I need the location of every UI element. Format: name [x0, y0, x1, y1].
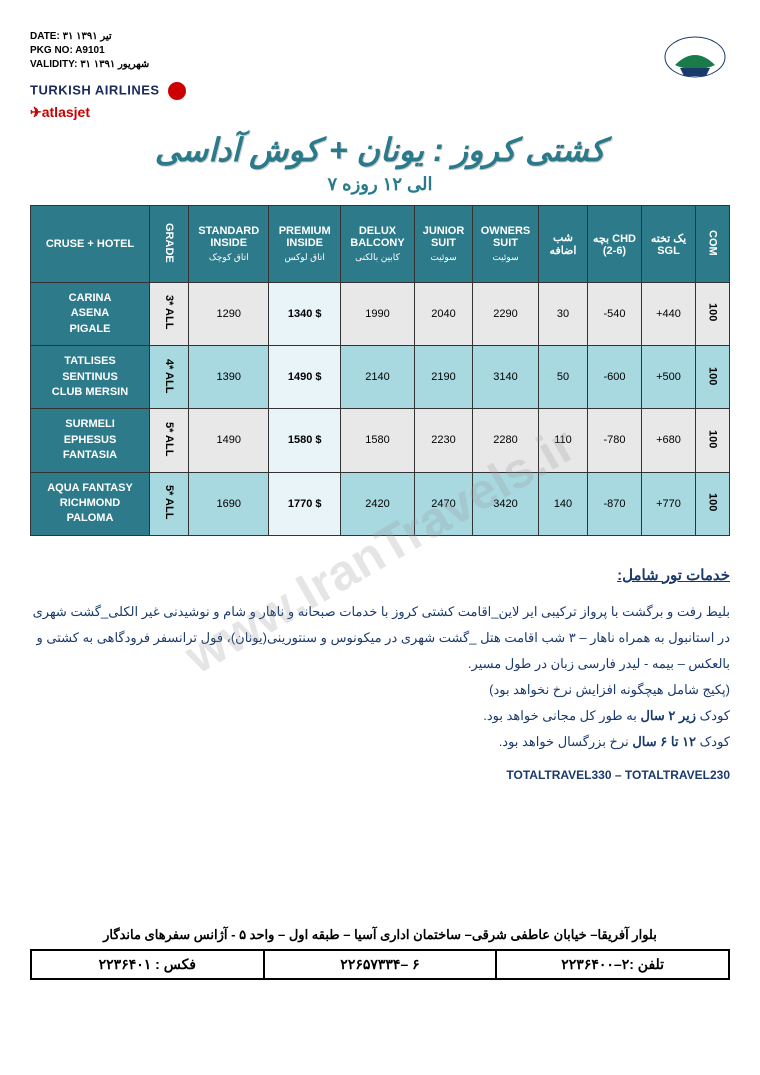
- hotel-cell: TATLISESSENTINUSCLUB MERSIN: [31, 346, 150, 409]
- th-extra: شب اضافه: [539, 206, 588, 283]
- atlasjet-icon: ✈: [30, 104, 42, 120]
- airlines-block: TURKISH AIRLINES ✈atlasjet: [30, 82, 186, 121]
- th-owners: OWNERS SUITسوئیت: [473, 206, 539, 283]
- date-value: ۳۱ تیر ۱۳۹۱: [63, 31, 112, 42]
- standard-cell: 1690: [189, 472, 269, 535]
- validity-label: VALIDITY:: [30, 59, 77, 70]
- sgl-cell: +680: [642, 409, 696, 472]
- subtitle: ۷ الی ۱۲ روزه: [30, 174, 730, 195]
- footer-fax: فکس : ۲۲۳۶۴۰۱: [32, 951, 263, 978]
- th-premium: PREMIUM INSIDEاتاق لوکس: [269, 206, 340, 283]
- services-line1: بلیط رفت و برگشت با پرواز ترکیبی ایر لای…: [30, 599, 730, 677]
- owners-cell: 3140: [473, 346, 539, 409]
- grade-cell: 5* ALL: [150, 409, 189, 472]
- delux-cell: 1580: [340, 409, 414, 472]
- hotel-cell: SURMELIEPHESUSFANTASIA: [31, 409, 150, 472]
- footer-tel: تلفن :۲–۲۲۳۶۴۰۰: [495, 951, 728, 978]
- grade-cell: 4* ALL: [150, 346, 189, 409]
- turkish-airlines-logo: TURKISH AIRLINES: [30, 82, 186, 100]
- extra-cell: 30: [539, 283, 588, 346]
- main-title: کشتی کروز : یونان + کوش آداسی: [30, 131, 730, 169]
- th-delux: DELUX BALCONYکابین بالکنی: [340, 206, 414, 283]
- hotel-cell: AQUA FANTASYRICHMONDPALOMA: [31, 472, 150, 535]
- table-row: SURMELIEPHESUSFANTASIA5* ALL14901580 $15…: [31, 409, 730, 472]
- grade-cell: 5* ALL: [150, 472, 189, 535]
- owners-cell: 2280: [473, 409, 539, 472]
- extra-cell: 110: [539, 409, 588, 472]
- extra-cell: 50: [539, 346, 588, 409]
- hotel-cell: CARINAASENAPIGALE: [31, 283, 150, 346]
- delux-cell: 1990: [340, 283, 414, 346]
- date-label: DATE:: [30, 31, 60, 42]
- chd-cell: -600: [588, 346, 642, 409]
- premium-cell: 1340 $: [269, 283, 340, 346]
- extra-cell: 140: [539, 472, 588, 535]
- atlasjet-logo: ✈atlasjet: [30, 104, 186, 121]
- th-junior: JUNIOR SUITسوئیت: [415, 206, 473, 283]
- owners-cell: 2290: [473, 283, 539, 346]
- chd-cell: -540: [588, 283, 642, 346]
- junior-cell: 2470: [415, 472, 473, 535]
- com-cell: 100: [696, 409, 730, 472]
- table-row: TATLISESSENTINUSCLUB MERSIN4* ALL1390149…: [31, 346, 730, 409]
- junior-cell: 2190: [415, 346, 473, 409]
- com-cell: 100: [696, 472, 730, 535]
- premium-cell: 1580 $: [269, 409, 340, 472]
- header-meta: DATE: ۳۱ تیر ۱۳۹۱ PKG NO: A9101 VALIDITY…: [30, 30, 186, 72]
- header-top: DATE: ۳۱ تیر ۱۳۹۱ PKG NO: A9101 VALIDITY…: [30, 30, 730, 121]
- chd-cell: -780: [588, 409, 642, 472]
- th-sgl: یک تخته SGL: [642, 206, 696, 283]
- junior-cell: 2040: [415, 283, 473, 346]
- turkish-icon: [168, 82, 186, 100]
- agency-logo-block: [660, 30, 730, 90]
- delux-cell: 2420: [340, 472, 414, 535]
- standard-cell: 1390: [189, 346, 269, 409]
- services-line2: (پکیج شامل هیچگونه افزایش نرخ نخواهد بود…: [30, 677, 730, 703]
- sgl-cell: +770: [642, 472, 696, 535]
- th-com: COM: [696, 206, 730, 283]
- table-header-row: CRUSE + HOTEL GRADE STANDARD INSIDEاتاق …: [31, 206, 730, 283]
- th-chd: بچه CHD (2-6): [588, 206, 642, 283]
- services-block: خدمات تور شامل: بلیط رفت و برگشت با پروا…: [30, 561, 730, 787]
- grade-cell: 3* ALL: [150, 283, 189, 346]
- price-table: CRUSE + HOTEL GRADE STANDARD INSIDEاتاق …: [30, 205, 730, 536]
- services-line4: کودک ۱۲ تا ۶ سال نرخ بزرگسال خواهد بود.: [30, 729, 730, 755]
- footer-address: بلوار آفریقا– خیابان عاطفی شرقی– ساختمان…: [30, 927, 730, 943]
- validity-value: ۳۱ شهریور ۱۳۹۱: [80, 59, 149, 70]
- premium-cell: 1770 $: [269, 472, 340, 535]
- table-row: CARINAASENAPIGALE3* ALL12901340 $1990204…: [31, 283, 730, 346]
- th-hotel: CRUSE + HOTEL: [31, 206, 150, 283]
- chd-cell: -870: [588, 472, 642, 535]
- sgl-cell: +440: [642, 283, 696, 346]
- pkg-label: PKG NO:: [30, 45, 73, 56]
- totals-line: TOTALTRAVEL330 – TOTALTRAVEL230: [30, 763, 730, 787]
- services-line3: کودک زیر ۲ سال به طور کل مجانی خواهد بود…: [30, 703, 730, 729]
- premium-cell: 1490 $: [269, 346, 340, 409]
- th-standard: STANDARD INSIDEاتاق کوچک: [189, 206, 269, 283]
- th-grade: GRADE: [150, 206, 189, 283]
- table-row: AQUA FANTASYRICHMONDPALOMA5* ALL16901770…: [31, 472, 730, 535]
- sgl-cell: +500: [642, 346, 696, 409]
- pkg-value: A9101: [75, 45, 104, 56]
- standard-cell: 1490: [189, 409, 269, 472]
- delux-cell: 2140: [340, 346, 414, 409]
- junior-cell: 2230: [415, 409, 473, 472]
- com-cell: 100: [696, 283, 730, 346]
- services-title: خدمات تور شامل:: [30, 561, 730, 591]
- agency-logo-icon: [660, 30, 730, 85]
- footer-contact: تلفن :۲–۲۲۳۶۴۰۰ ۶ –۲۲۶۵۷۳۳۴ فکس : ۲۲۳۶۴۰…: [30, 949, 730, 980]
- standard-cell: 1290: [189, 283, 269, 346]
- owners-cell: 3420: [473, 472, 539, 535]
- com-cell: 100: [696, 346, 730, 409]
- footer: بلوار آفریقا– خیابان عاطفی شرقی– ساختمان…: [30, 927, 730, 980]
- footer-mid: ۶ –۲۲۶۵۷۳۳۴: [263, 951, 496, 978]
